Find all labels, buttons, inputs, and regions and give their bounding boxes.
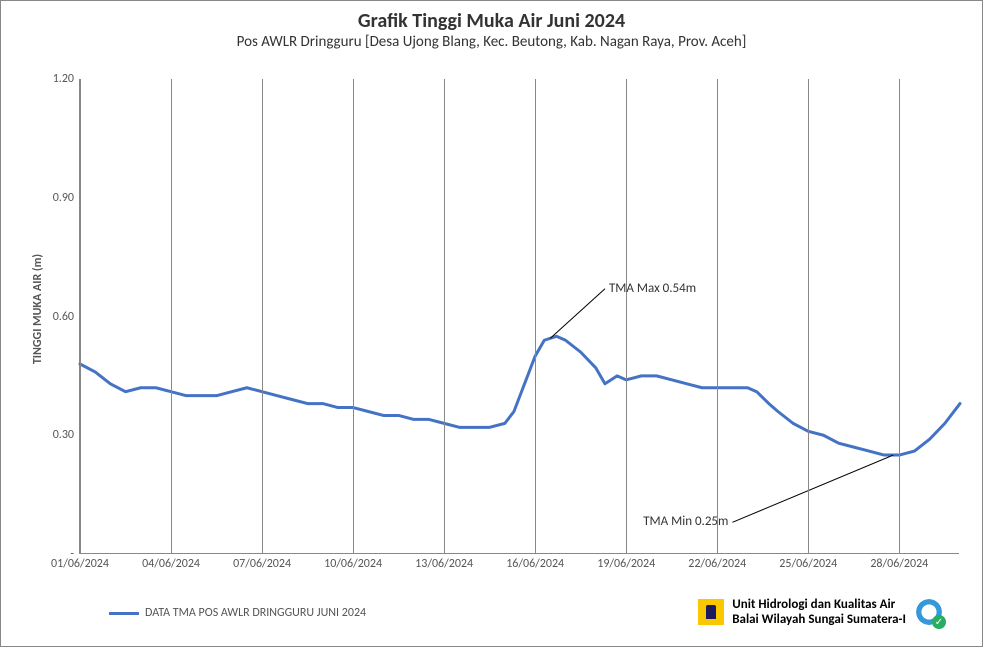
chart-svg: [80, 79, 959, 553]
chart-subtitle: Pos AWLR Dringguru [Desa Ujong Blang, Ke…: [9, 33, 974, 51]
legend-label: DATA TMA POS AWLR DRINGGURU JUNI 2024: [145, 606, 366, 620]
chart-container: Grafik Tinggi Muka Air Juni 2024 Pos AWL…: [9, 9, 974, 638]
x-tick-label: 19/06/2024: [597, 553, 655, 571]
y-axis-title: TINGGI MUKA AIR (m): [31, 254, 45, 364]
legend: DATA TMA POS AWLR DRINGGURU JUNI 2024: [109, 606, 366, 620]
x-tick-label: 28/06/2024: [870, 553, 928, 571]
grid-line: [80, 79, 81, 553]
plot-area: 01/06/202404/06/202407/06/202410/06/2024…: [79, 79, 959, 554]
grid-line: [808, 79, 809, 553]
x-tick-label: 10/06/2024: [324, 553, 382, 571]
y-tick-label: 0.30: [53, 428, 80, 442]
org-line2: Balai Wilayah Sungai Sumatera-I: [732, 612, 906, 628]
annotation-label: TMA Max 0.54m: [609, 281, 696, 296]
grid-line: [444, 79, 445, 553]
grid-line: [535, 79, 536, 553]
org-text: Unit Hidrologi dan Kualitas Air Balai Wi…: [732, 597, 906, 628]
y-tick-label: -: [70, 547, 80, 561]
annotation-label: TMA Min 0.25m: [643, 514, 728, 529]
org-line1: Unit Hidrologi dan Kualitas Air: [732, 597, 906, 613]
x-tick-label: 13/06/2024: [415, 553, 473, 571]
x-tick-label: 07/06/2024: [233, 553, 291, 571]
footer: Unit Hidrologi dan Kualitas Air Balai Wi…: [698, 597, 944, 628]
grid-line: [353, 79, 354, 553]
grid-line: [626, 79, 627, 553]
grid-line: [262, 79, 263, 553]
grid-line: [171, 79, 172, 553]
cert-badge-icon: [914, 597, 944, 627]
y-tick-label: 0.60: [53, 310, 80, 324]
x-tick-label: 22/06/2024: [688, 553, 746, 571]
x-tick-label: 04/06/2024: [142, 553, 200, 571]
grid-line: [899, 79, 900, 553]
x-tick-label: 01/06/2024: [51, 553, 109, 571]
chart-title: Grafik Tinggi Muka Air Juni 2024: [9, 9, 974, 33]
x-tick-label: 25/06/2024: [779, 553, 837, 571]
x-tick-label: 16/06/2024: [506, 553, 564, 571]
legend-swatch: [109, 612, 139, 615]
y-tick-label: 1.20: [53, 72, 80, 86]
y-tick-label: 0.90: [53, 191, 80, 205]
pu-logo-icon: [698, 599, 724, 625]
grid-line: [717, 79, 718, 553]
